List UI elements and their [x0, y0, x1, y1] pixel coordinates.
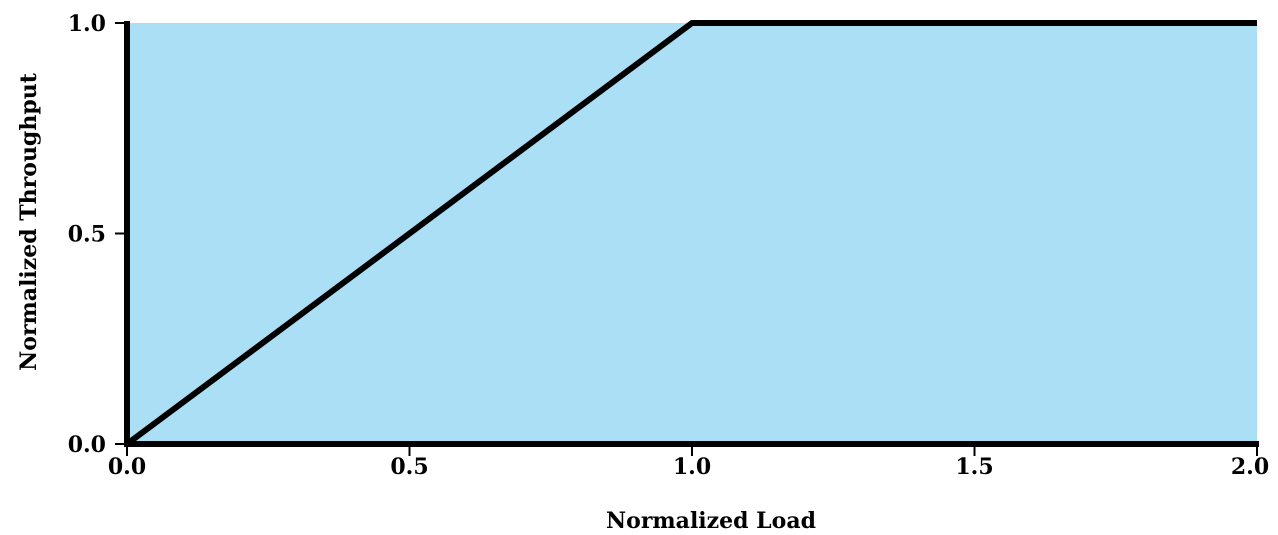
y-axis-title: Normalized Throughput	[16, 72, 42, 371]
x-tick-label-4: 2.0	[1231, 454, 1269, 480]
plot-area-background	[127, 23, 1257, 444]
x-tick-label-0: 0.0	[108, 454, 146, 480]
x-tick-label-3: 1.5	[955, 454, 993, 480]
y-axis-ticks: 0.0 0.5 1.0	[68, 11, 127, 458]
y-tick-label-1: 0.5	[68, 222, 106, 248]
x-tick-label-1: 0.5	[390, 454, 428, 480]
x-tick-label-2: 1.0	[673, 454, 711, 480]
series-line-0	[125, 20, 1257, 447]
x-axis-title: Normalized Load	[606, 508, 816, 534]
series-layer	[125, 20, 1257, 447]
y-tick-label-2: 1.0	[68, 11, 106, 37]
x-axis-ticks: 0.0 0.5 1.0 1.5 2.0	[108, 444, 1269, 480]
y-tick-label-0: 0.0	[68, 432, 106, 458]
